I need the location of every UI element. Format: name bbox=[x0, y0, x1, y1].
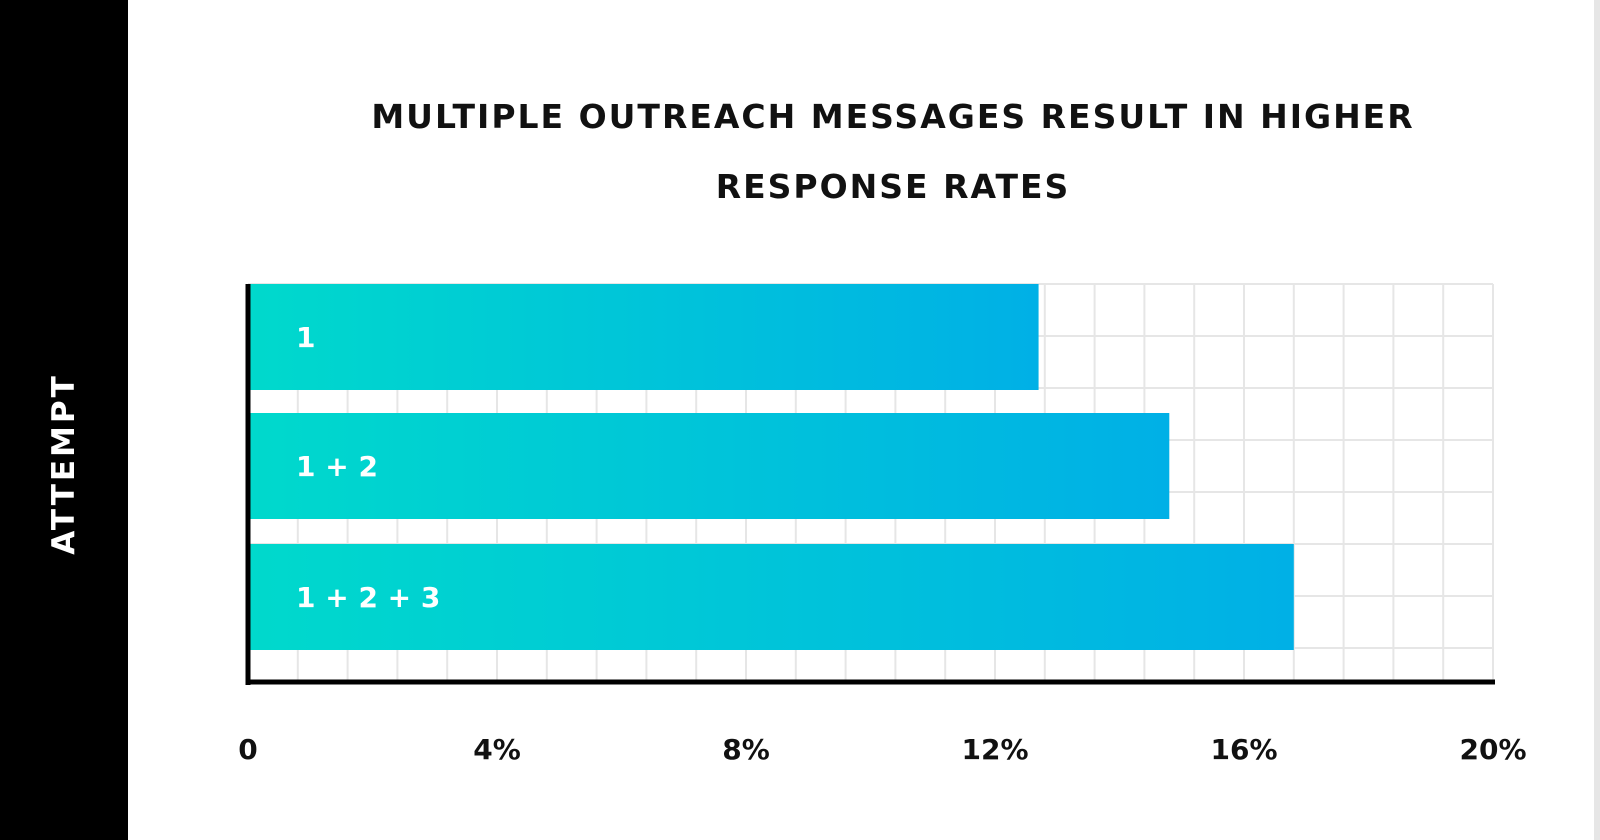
axes bbox=[245, 284, 1495, 685]
x-tick-label: 0 bbox=[238, 733, 257, 766]
bars: 1 1 + 2 1 + 2 + 3 bbox=[248, 284, 1294, 650]
x-tick-label: 4% bbox=[473, 733, 521, 766]
sidebar-panel: ATTEMPT bbox=[0, 0, 128, 840]
x-tick-label: 20% bbox=[1459, 733, 1526, 766]
chart-title: MULTIPLE OUTREACH MESSAGES RESULT IN HIG… bbox=[128, 82, 1600, 222]
x-tick-label: 8% bbox=[722, 733, 770, 766]
chart-title-line-1: MULTIPLE OUTREACH MESSAGES RESULT IN HIG… bbox=[371, 97, 1415, 136]
bar-label: 1 bbox=[296, 321, 315, 354]
bar bbox=[248, 413, 1170, 519]
bar bbox=[248, 544, 1294, 650]
x-tick-label: 16% bbox=[1210, 733, 1277, 766]
chart-title-line-2: RESPONSE RATES bbox=[715, 167, 1071, 206]
x-tick-label: 12% bbox=[961, 733, 1028, 766]
x-tick-labels: 0 4% 8% 12% 16% 20% bbox=[238, 733, 1526, 766]
bar-label: 1 + 2 bbox=[296, 450, 378, 483]
right-edge-border bbox=[1594, 0, 1600, 840]
bar bbox=[248, 284, 1039, 390]
bar-label: 1 + 2 + 3 bbox=[296, 581, 440, 614]
